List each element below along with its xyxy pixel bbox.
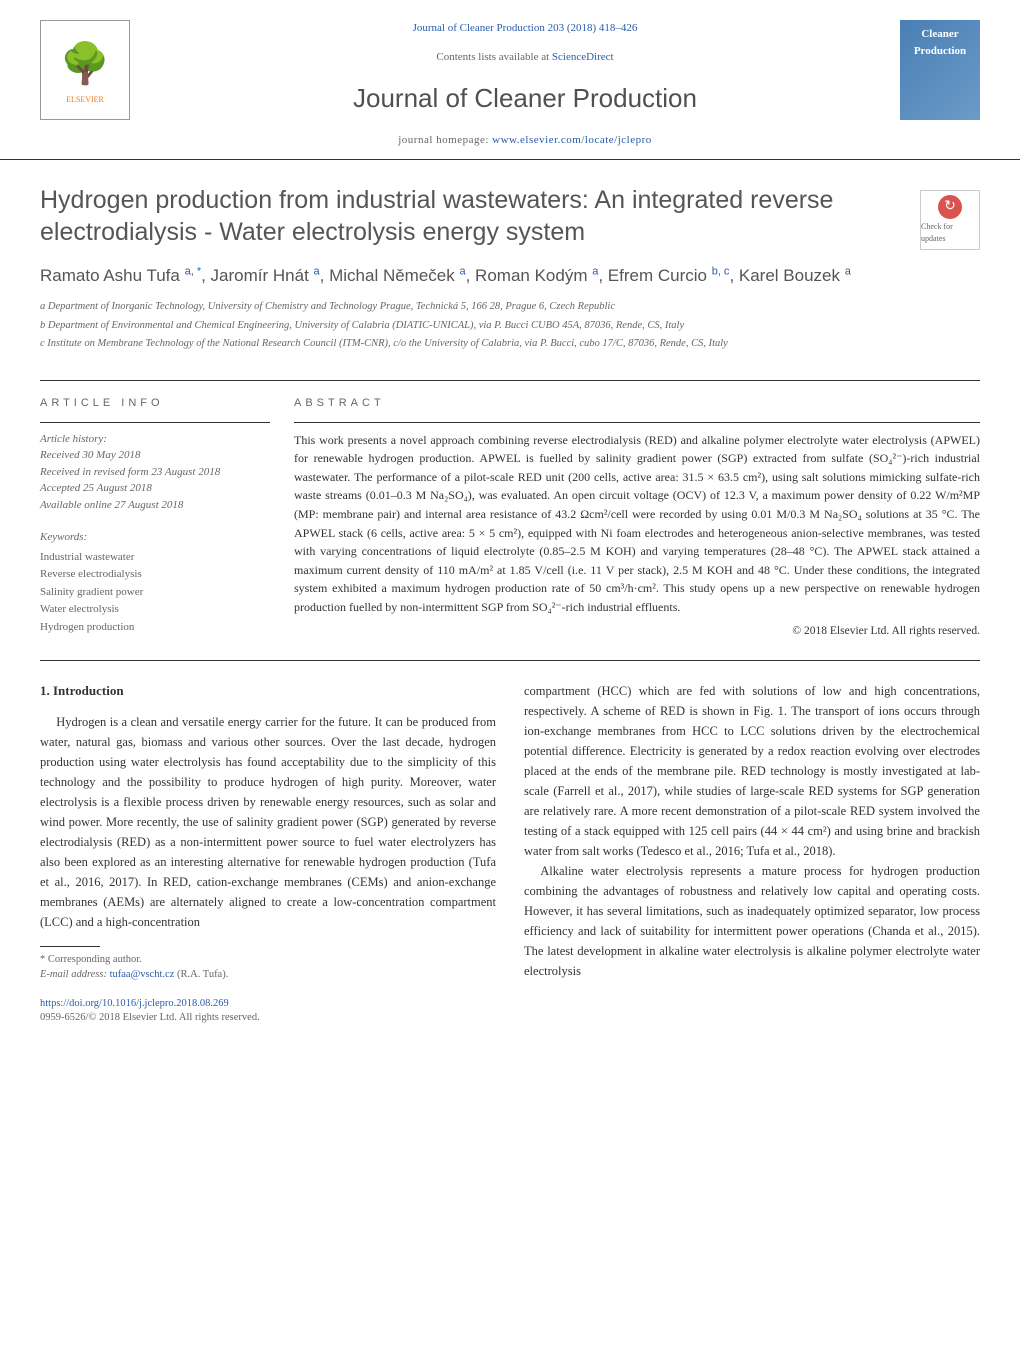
elsevier-logo: 🌳 ELSEVIER — [40, 20, 130, 120]
history-line: Available online 27 August 2018 — [40, 497, 270, 514]
keyword-line: Reverse electrodialysis — [40, 566, 270, 584]
article-history-block: Article history: Received 30 May 2018Rec… — [40, 431, 270, 514]
check-updates-label: Check for updates — [921, 221, 979, 245]
divider-below-abstract — [40, 660, 980, 661]
article-title: Hydrogen production from industrial wast… — [40, 184, 980, 249]
body-columns: 1. Introduction Hydrogen is a clean and … — [0, 681, 1020, 983]
body-left-column: 1. Introduction Hydrogen is a clean and … — [40, 681, 496, 983]
issn-copyright: 0959-6526/© 2018 Elsevier Ltd. All right… — [40, 1012, 260, 1023]
corresponding-email-link[interactable]: tufaa@vscht.cz — [110, 969, 175, 980]
keyword-line: Water electrolysis — [40, 601, 270, 619]
abstract-heading: ABSTRACT — [294, 395, 980, 412]
info-divider — [40, 422, 270, 423]
affiliations-block: a Department of Inorganic Technology, Un… — [40, 300, 980, 352]
article-info-heading: ARTICLE INFO — [40, 395, 270, 412]
divider-top — [40, 380, 980, 381]
journal-homepage-line: journal homepage: www.elsevier.com/locat… — [170, 132, 880, 149]
abstract-copyright: © 2018 Elsevier Ltd. All rights reserved… — [294, 623, 980, 640]
abstract-column: ABSTRACT This work presents a novel appr… — [294, 395, 980, 640]
footnote-separator — [40, 946, 100, 947]
elsevier-tree-icon: 🌳 — [60, 34, 110, 94]
authors-list: Ramato Ashu Tufa a, *, Jaromír Hnát a, M… — [40, 263, 980, 289]
keyword-line: Salinity gradient power — [40, 584, 270, 602]
journal-homepage-link[interactable]: www.elsevier.com/locate/jclepro — [492, 134, 652, 146]
history-line: Accepted 25 August 2018 — [40, 480, 270, 497]
doi-link[interactable]: https://doi.org/10.1016/j.jclepro.2018.0… — [40, 998, 229, 1009]
journal-header-center: Journal of Cleaner Production 203 (2018)… — [150, 20, 900, 149]
introduction-heading: 1. Introduction — [40, 681, 496, 701]
article-header-section: ↻ Check for updates Hydrogen production … — [0, 160, 1020, 367]
email-line: E-mail address: tufaa@vscht.cz (R.A. Tuf… — [40, 968, 496, 983]
history-label: Article history: — [40, 431, 270, 448]
affiliation-line: c Institute on Membrane Technology of th… — [40, 337, 980, 352]
intro-paragraph-left: Hydrogen is a clean and versatile energy… — [40, 712, 496, 932]
abstract-text: This work presents a novel approach comb… — [294, 431, 980, 617]
keyword-line: Industrial wastewater — [40, 549, 270, 567]
abstract-divider — [294, 422, 980, 423]
history-line: Received 30 May 2018 — [40, 447, 270, 464]
history-line: Received in revised form 23 August 2018 — [40, 464, 270, 481]
affiliation-line: b Department of Environmental and Chemic… — [40, 319, 980, 334]
intro-paragraph-right-2: Alkaline water electrolysis represents a… — [524, 861, 980, 981]
journal-cover-thumbnail: Cleaner Production — [900, 20, 980, 120]
elsevier-label: ELSEVIER — [66, 94, 104, 106]
contents-lists-line: Contents lists available at ScienceDirec… — [170, 49, 880, 66]
keywords-label: Keywords: — [40, 529, 270, 547]
cover-line1: Cleaner — [921, 26, 958, 43]
journal-header: 🌳 ELSEVIER Journal of Cleaner Production… — [0, 0, 1020, 160]
affiliation-line: a Department of Inorganic Technology, Un… — [40, 300, 980, 315]
email-suffix: (R.A. Tufa). — [174, 969, 228, 980]
intro-paragraph-right-1: compartment (HCC) which are fed with sol… — [524, 681, 980, 861]
journal-issue-link[interactable]: Journal of Cleaner Production 203 (2018)… — [170, 20, 880, 37]
corresponding-label: * Corresponding author. — [40, 953, 496, 968]
meta-abstract-row: ARTICLE INFO Article history: Received 3… — [0, 395, 1020, 640]
keywords-block: Keywords: Industrial wastewaterReverse e… — [40, 529, 270, 637]
body-right-column: compartment (HCC) which are fed with sol… — [524, 681, 980, 983]
keyword-line: Hydrogen production — [40, 619, 270, 637]
page-footer: https://doi.org/10.1016/j.jclepro.2018.0… — [0, 983, 1020, 1056]
corresponding-author-footnote: * Corresponding author. E-mail address: … — [40, 953, 496, 982]
cover-line2: Production — [914, 43, 966, 60]
check-updates-icon: ↻ — [938, 195, 962, 219]
contents-prefix: Contents lists available at — [436, 51, 551, 63]
article-info-column: ARTICLE INFO Article history: Received 3… — [40, 395, 270, 640]
email-label: E-mail address: — [40, 969, 110, 980]
check-updates-badge[interactable]: ↻ Check for updates — [920, 190, 980, 250]
journal-title: Journal of Cleaner Production — [170, 79, 880, 118]
sciencedirect-link[interactable]: ScienceDirect — [552, 51, 614, 63]
homepage-prefix: journal homepage: — [398, 134, 492, 146]
